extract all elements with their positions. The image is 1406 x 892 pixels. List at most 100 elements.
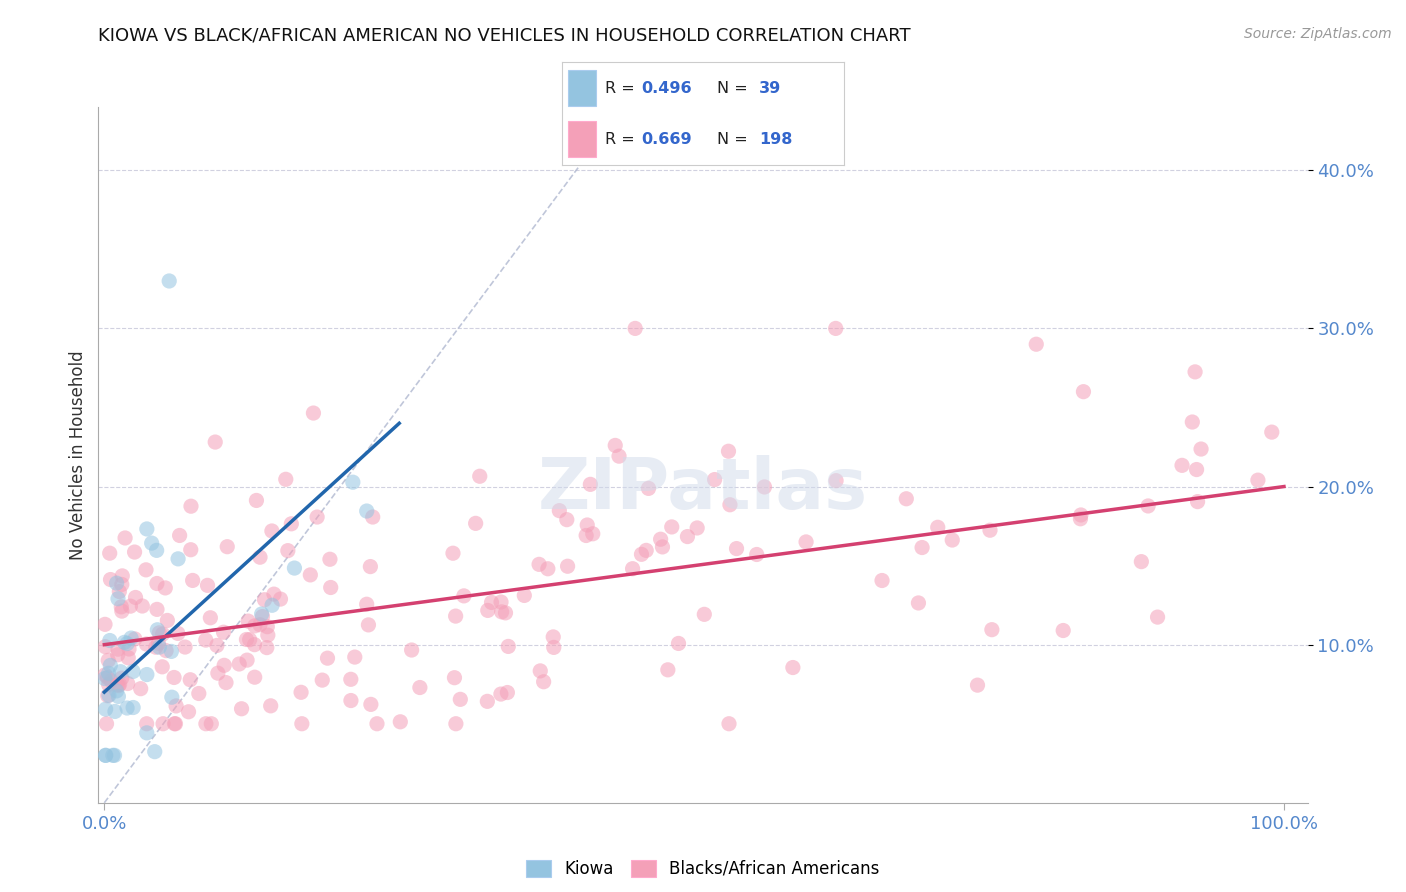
Point xyxy=(441,546,464,560)
Point xyxy=(260,524,283,538)
Point xyxy=(107,679,129,693)
Point xyxy=(249,617,271,632)
Text: 39: 39 xyxy=(759,80,782,95)
Point xyxy=(529,664,551,678)
Point xyxy=(491,605,513,619)
Point xyxy=(96,716,118,731)
Point xyxy=(651,540,673,554)
Point xyxy=(94,672,117,686)
Point xyxy=(277,543,299,558)
Y-axis label: No Vehicles in Household: No Vehicles in Household xyxy=(69,350,87,560)
Point xyxy=(194,716,217,731)
Point xyxy=(966,678,988,692)
Point xyxy=(152,627,174,641)
Point xyxy=(111,671,134,685)
Point xyxy=(152,716,174,731)
Point xyxy=(548,503,571,517)
Point xyxy=(165,698,187,713)
Point xyxy=(180,499,202,513)
Point xyxy=(107,690,129,704)
Point xyxy=(269,592,291,607)
Point xyxy=(253,592,276,607)
Point xyxy=(124,545,146,559)
Text: Source: ZipAtlas.com: Source: ZipAtlas.com xyxy=(1244,27,1392,41)
Point xyxy=(101,748,124,763)
Point xyxy=(1189,442,1212,456)
Point xyxy=(205,639,228,653)
Point xyxy=(256,620,278,634)
Point xyxy=(357,618,380,632)
Point xyxy=(316,651,339,665)
Point xyxy=(160,644,183,658)
Point xyxy=(668,636,690,650)
Point xyxy=(1181,415,1204,429)
Point xyxy=(135,726,157,740)
Point xyxy=(513,589,536,603)
Point xyxy=(236,653,259,667)
Point xyxy=(124,632,146,646)
Point xyxy=(110,665,132,679)
Point xyxy=(245,493,267,508)
Point xyxy=(537,562,560,576)
Point xyxy=(498,640,520,654)
Point xyxy=(104,705,127,719)
Point xyxy=(575,528,598,542)
Point xyxy=(145,640,167,655)
Point xyxy=(163,716,186,731)
Point xyxy=(782,660,804,674)
Point xyxy=(291,716,314,731)
Point xyxy=(115,636,138,650)
Text: N =: N = xyxy=(717,132,754,147)
Point xyxy=(360,698,382,712)
Point xyxy=(260,698,283,713)
Point xyxy=(155,643,177,657)
Point xyxy=(444,609,467,624)
Legend: Kiowa, Blacks/African Americans: Kiowa, Blacks/African Americans xyxy=(520,853,886,884)
Point xyxy=(555,513,578,527)
Point xyxy=(124,591,146,605)
Point xyxy=(896,491,918,506)
Point xyxy=(235,632,257,647)
Point xyxy=(495,606,517,620)
Point xyxy=(1069,512,1091,526)
Point xyxy=(911,541,934,555)
Point xyxy=(114,635,136,649)
Point xyxy=(252,609,274,624)
Point xyxy=(200,611,222,625)
Point xyxy=(319,581,342,595)
Point xyxy=(979,523,1001,537)
Point xyxy=(243,670,266,684)
Point xyxy=(342,475,364,490)
Point xyxy=(105,576,128,591)
Point xyxy=(200,716,222,731)
Point xyxy=(146,623,169,637)
Point xyxy=(135,716,157,731)
Point xyxy=(870,574,893,588)
Point xyxy=(100,673,122,688)
Point xyxy=(135,522,157,536)
Point xyxy=(239,632,262,647)
Point xyxy=(135,637,157,651)
Point xyxy=(167,552,190,566)
Text: 0.496: 0.496 xyxy=(641,80,692,95)
Point xyxy=(256,628,278,642)
Point xyxy=(98,658,121,673)
Point xyxy=(299,568,322,582)
Point xyxy=(243,638,266,652)
Point xyxy=(141,536,163,550)
Point xyxy=(1137,499,1160,513)
Point xyxy=(717,716,740,731)
Point xyxy=(146,602,169,616)
Point xyxy=(582,526,605,541)
Point xyxy=(143,745,166,759)
Point xyxy=(107,642,129,657)
Point xyxy=(187,686,209,700)
Point xyxy=(157,274,180,288)
Point xyxy=(607,449,630,463)
Point xyxy=(160,690,183,705)
Point xyxy=(177,705,200,719)
Point xyxy=(94,702,117,716)
Point xyxy=(146,576,169,591)
Point xyxy=(212,658,235,673)
Point xyxy=(120,631,142,645)
